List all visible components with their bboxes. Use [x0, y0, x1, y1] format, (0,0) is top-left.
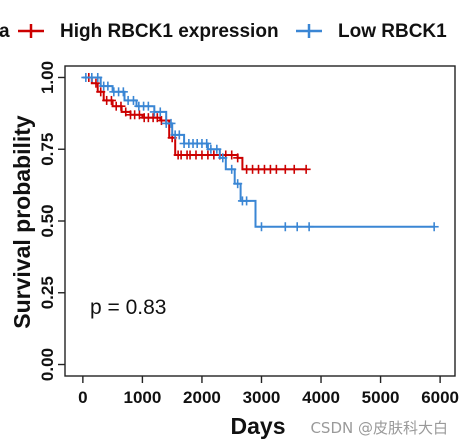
censor-mark — [280, 164, 290, 174]
censor-mark — [96, 87, 106, 97]
censor-mark — [116, 101, 126, 111]
censor-mark — [218, 153, 228, 163]
y-tick-label: 0.25 — [38, 276, 57, 309]
series-layer — [81, 72, 439, 232]
censor-mark — [174, 130, 184, 140]
axis-ticks: 0 1000 2000 3000 4000 5000 6000 0.00 0.25 0.50 0.7… — [38, 61, 459, 407]
censor-mark — [155, 107, 165, 117]
y-tick-label: 0.50 — [38, 204, 57, 237]
watermark-text: CSDN @皮肤科大白 — [310, 419, 448, 437]
censor-mark — [233, 153, 243, 163]
censor-mark — [128, 95, 138, 105]
x-tick-label: 4000 — [302, 388, 340, 407]
censor-mark — [106, 95, 116, 105]
y-tick-label: 1.00 — [38, 61, 57, 94]
censor-mark — [271, 164, 281, 174]
p-value-annotation: p = 0.83 — [90, 296, 166, 319]
censor-mark — [280, 222, 290, 232]
legend-clipped-label: a — [0, 21, 10, 42]
censor-mark — [166, 118, 176, 128]
y-tick-label: 0.75 — [38, 133, 57, 166]
censor-mark — [233, 179, 243, 189]
legend-high-label: High RBCK1 expression — [60, 21, 279, 42]
y-axis-title: Survival probability — [9, 115, 35, 329]
censor-mark — [301, 164, 311, 174]
legend-low-label: Low RBCK1 — [338, 21, 447, 42]
x-tick-label: 5000 — [362, 388, 400, 407]
censor-mark — [304, 222, 314, 232]
censor-mark — [227, 164, 237, 174]
censor-mark — [202, 139, 212, 148]
y-tick-label: 0.00 — [38, 348, 57, 381]
censor-mark — [103, 81, 113, 91]
x-tick-label: 3000 — [243, 388, 281, 407]
censor-mark — [256, 222, 266, 232]
censor-mark — [91, 78, 101, 88]
censor-mark — [134, 110, 144, 120]
legend: a High RBCK1 expression Low RBCK1 — [0, 21, 447, 42]
censor-mark — [429, 222, 439, 232]
censor-mark — [143, 101, 153, 111]
x-tick-label: 6000 — [421, 388, 459, 407]
x-tick-label: 2000 — [183, 388, 221, 407]
censor-mark — [118, 87, 128, 97]
x-tick-label: 0 — [78, 388, 87, 407]
censor-mark — [227, 150, 237, 160]
censor-mark — [212, 144, 222, 154]
censor-mark — [242, 196, 252, 206]
censor-mark — [289, 164, 299, 174]
censor-mark — [292, 222, 302, 232]
x-axis-title: Days — [231, 413, 286, 439]
censor-mark — [121, 107, 131, 117]
censor-mark — [93, 72, 103, 82]
x-tick-label: 1000 — [123, 388, 161, 407]
